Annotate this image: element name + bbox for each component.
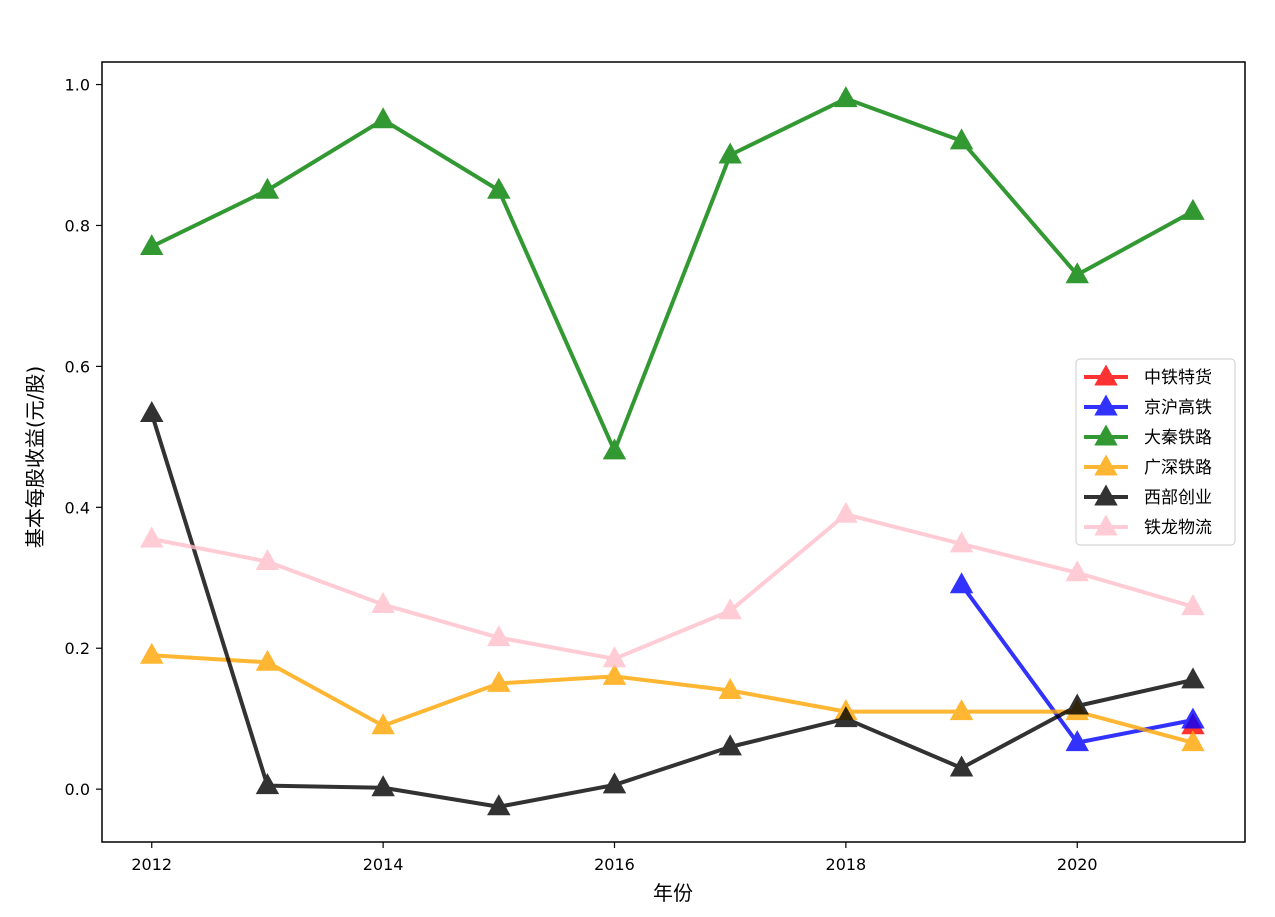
legend-label: 大秦铁路	[1144, 428, 1212, 448]
data-point	[834, 706, 858, 728]
y-axis: 0.0 0.2 0.4 0.6 0.8 1.0	[65, 76, 102, 799]
data-point	[1065, 560, 1089, 582]
data-point	[140, 234, 164, 256]
x-tick-label: 2012	[131, 855, 172, 874]
data-point	[1181, 667, 1205, 689]
series-line	[151, 512, 1194, 661]
legend-marker	[1094, 484, 1118, 506]
data-point	[718, 734, 742, 756]
y-tick-label: 0.0	[65, 780, 90, 799]
data-point	[255, 773, 280, 795]
data-point	[602, 438, 627, 460]
data-point	[834, 86, 858, 108]
data-point	[371, 775, 395, 797]
x-tick-label: 2016	[594, 855, 635, 874]
legend-label: 中铁特货	[1144, 368, 1212, 388]
data-point	[487, 670, 511, 692]
data-point	[487, 794, 511, 816]
legend-marker	[1094, 454, 1118, 476]
data-point	[1065, 262, 1089, 284]
data-point	[949, 755, 974, 777]
data-point	[602, 646, 627, 668]
data-point	[602, 772, 627, 794]
legend-item	[1084, 364, 1128, 386]
legend-item	[1084, 484, 1128, 506]
legend-label: 铁龙物流	[1144, 518, 1212, 538]
y-tick-label: 0.6	[65, 357, 90, 376]
data-point	[718, 598, 742, 620]
data-point	[371, 592, 395, 613]
data-point	[1181, 594, 1205, 616]
data-point	[949, 699, 974, 721]
data-point	[140, 526, 164, 548]
data-point	[255, 649, 280, 671]
legend-item	[1084, 424, 1128, 446]
legend-marker	[1094, 514, 1118, 536]
x-axis: 2012 2014 2016 2018 2020	[131, 842, 1098, 874]
data-point	[371, 713, 395, 735]
data-point	[949, 128, 974, 150]
series-5	[140, 501, 1205, 668]
data-point	[718, 677, 742, 699]
data-point	[949, 572, 974, 594]
data-point	[1181, 730, 1205, 752]
legend-marker	[1094, 364, 1118, 386]
legend-item	[1084, 514, 1128, 536]
data-point	[255, 177, 280, 199]
data-point	[255, 549, 280, 571]
data-point	[718, 142, 742, 164]
data-point	[1181, 707, 1205, 729]
y-tick-label: 1.0	[65, 76, 90, 95]
series-line	[151, 653, 1194, 745]
x-tick-label: 2018	[826, 855, 867, 874]
legend-marker	[1094, 424, 1118, 446]
plot-frame	[101, 61, 1246, 843]
legend-marker	[1094, 394, 1118, 416]
series-2	[140, 86, 1205, 460]
y-tick-label: 0.4	[65, 498, 90, 517]
data-point	[1065, 730, 1089, 752]
data-point	[140, 642, 164, 664]
data-point	[602, 663, 627, 685]
legend-label: 广深铁路	[1144, 458, 1212, 478]
legend-label: 京沪高铁	[1144, 398, 1212, 418]
data-point	[140, 401, 164, 423]
data-point	[834, 501, 858, 523]
legend-label: 西部创业	[1144, 488, 1212, 508]
series-line	[150, 96, 1194, 453]
x-tick-label: 2020	[1057, 855, 1098, 874]
series-line	[149, 413, 1194, 809]
legend-item	[1084, 394, 1128, 416]
data-point	[487, 625, 511, 647]
y-tick-label: 0.2	[65, 639, 90, 658]
y-tick-label: 0.8	[65, 216, 90, 235]
x-axis-title: 年份	[653, 881, 693, 905]
series-4	[140, 401, 1205, 816]
data-point	[487, 177, 511, 199]
y-axis-title: 基本每股收益(元/股)	[23, 366, 47, 548]
plot-area	[140, 86, 1205, 816]
data-point	[1181, 198, 1205, 220]
legend-item	[1084, 454, 1128, 476]
series-1	[949, 572, 1205, 752]
data-point	[371, 107, 395, 129]
data-point	[1065, 693, 1089, 715]
x-tick-label: 2014	[363, 855, 404, 874]
data-point	[949, 531, 974, 553]
